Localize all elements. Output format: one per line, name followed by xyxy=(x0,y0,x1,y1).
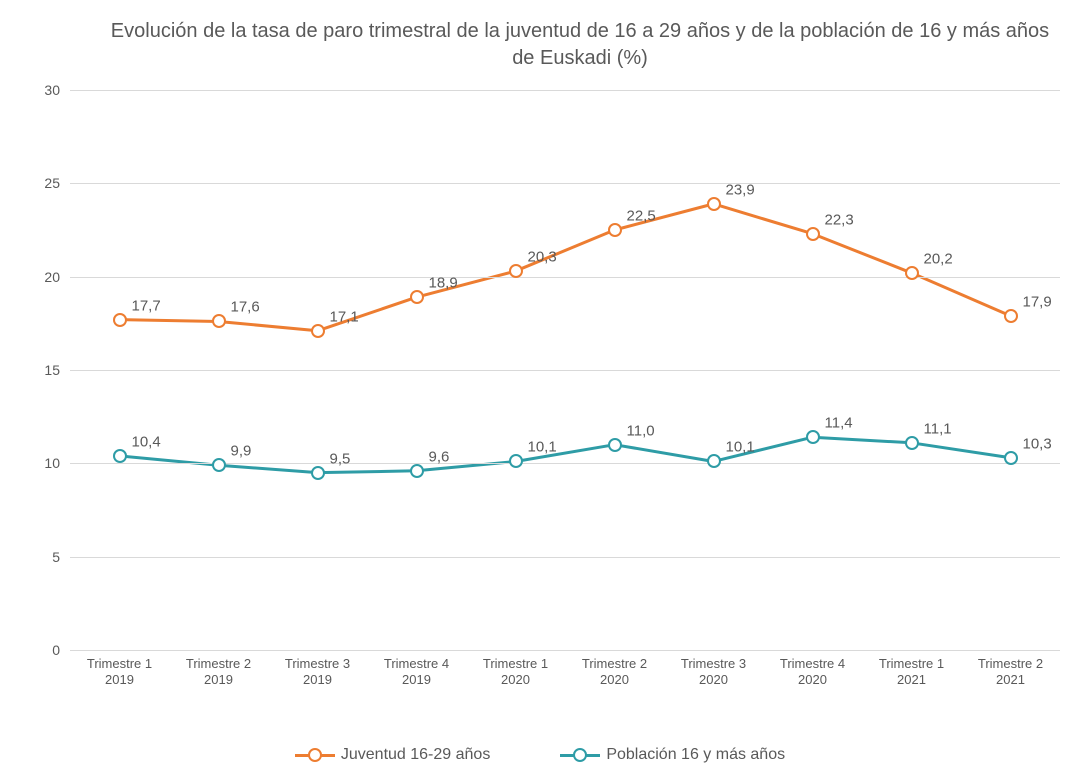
gridline xyxy=(70,650,1060,651)
data-marker xyxy=(509,264,523,278)
gridline xyxy=(70,557,1060,558)
x-tick-label: Trimestre 32020 xyxy=(664,656,763,689)
data-label: 17,7 xyxy=(132,297,161,314)
data-label: 23,9 xyxy=(726,181,755,198)
y-tick-label: 15 xyxy=(20,362,60,378)
data-marker xyxy=(1004,451,1018,465)
y-tick-label: 0 xyxy=(20,642,60,658)
data-marker xyxy=(806,430,820,444)
data-label: 9,9 xyxy=(231,443,252,460)
x-tick-label: Trimestre 12021 xyxy=(862,656,961,689)
data-marker xyxy=(608,438,622,452)
chart-container: Evolución de la tasa de paro trimestral … xyxy=(0,0,1080,782)
y-tick-label: 5 xyxy=(20,549,60,565)
x-tick-label: Trimestre 12020 xyxy=(466,656,565,689)
data-marker xyxy=(113,313,127,327)
data-marker xyxy=(113,449,127,463)
data-label: 11,4 xyxy=(825,415,853,432)
data-marker xyxy=(410,464,424,478)
x-tick-label: Trimestre 32019 xyxy=(268,656,367,689)
gridline xyxy=(70,183,1060,184)
data-marker xyxy=(707,454,721,468)
x-tick-label: Trimestre 42020 xyxy=(763,656,862,689)
x-tick-label: Trimestre 42019 xyxy=(367,656,466,689)
legend-swatch xyxy=(560,747,600,763)
x-tick-label: Trimestre 12019 xyxy=(70,656,169,689)
data-marker xyxy=(707,197,721,211)
x-tick-label: Trimestre 22020 xyxy=(565,656,664,689)
data-marker xyxy=(311,324,325,338)
data-label: 10,1 xyxy=(726,439,755,456)
y-tick-label: 20 xyxy=(20,269,60,285)
chart-title: Evolución de la tasa de paro trimestral … xyxy=(100,18,1060,72)
legend-label: Juventud 16-29 años xyxy=(341,746,490,764)
data-label: 22,5 xyxy=(627,208,656,225)
data-label: 18,9 xyxy=(429,275,458,292)
series-line xyxy=(120,437,1011,472)
legend-label: Población 16 y más años xyxy=(606,746,785,764)
data-label: 20,2 xyxy=(924,250,953,267)
legend-item: Juventud 16-29 años xyxy=(295,746,490,764)
legend-item: Población 16 y más años xyxy=(560,746,785,764)
data-marker xyxy=(1004,309,1018,323)
data-marker xyxy=(212,314,226,328)
data-label: 10,3 xyxy=(1023,435,1052,452)
data-marker xyxy=(410,290,424,304)
y-tick-label: 10 xyxy=(20,455,60,471)
data-marker xyxy=(806,227,820,241)
data-label: 10,1 xyxy=(528,439,557,456)
data-label: 9,6 xyxy=(429,448,450,465)
x-tick-label: Trimestre 22021 xyxy=(961,656,1060,689)
data-label: 11,0 xyxy=(627,422,655,439)
gridline xyxy=(70,90,1060,91)
legend: Juventud 16-29 años Población 16 y más añ… xyxy=(0,746,1080,764)
y-tick-label: 30 xyxy=(20,82,60,98)
data-label: 11,1 xyxy=(924,420,952,437)
data-label: 10,4 xyxy=(132,433,161,450)
data-label: 22,3 xyxy=(825,211,854,228)
gridline xyxy=(70,370,1060,371)
data-marker xyxy=(905,436,919,450)
legend-swatch xyxy=(295,747,335,763)
data-label: 20,3 xyxy=(528,249,557,266)
data-marker xyxy=(212,458,226,472)
plot-area: 051015202530Trimestre 12019Trimestre 220… xyxy=(70,90,1060,650)
data-label: 17,9 xyxy=(1023,293,1052,310)
data-marker xyxy=(905,266,919,280)
data-marker xyxy=(311,466,325,480)
data-marker xyxy=(608,223,622,237)
data-label: 9,5 xyxy=(330,450,351,467)
x-tick-label: Trimestre 22019 xyxy=(169,656,268,689)
data-label: 17,1 xyxy=(330,308,359,325)
y-tick-label: 25 xyxy=(20,175,60,191)
data-label: 17,6 xyxy=(231,299,260,316)
data-marker xyxy=(509,454,523,468)
